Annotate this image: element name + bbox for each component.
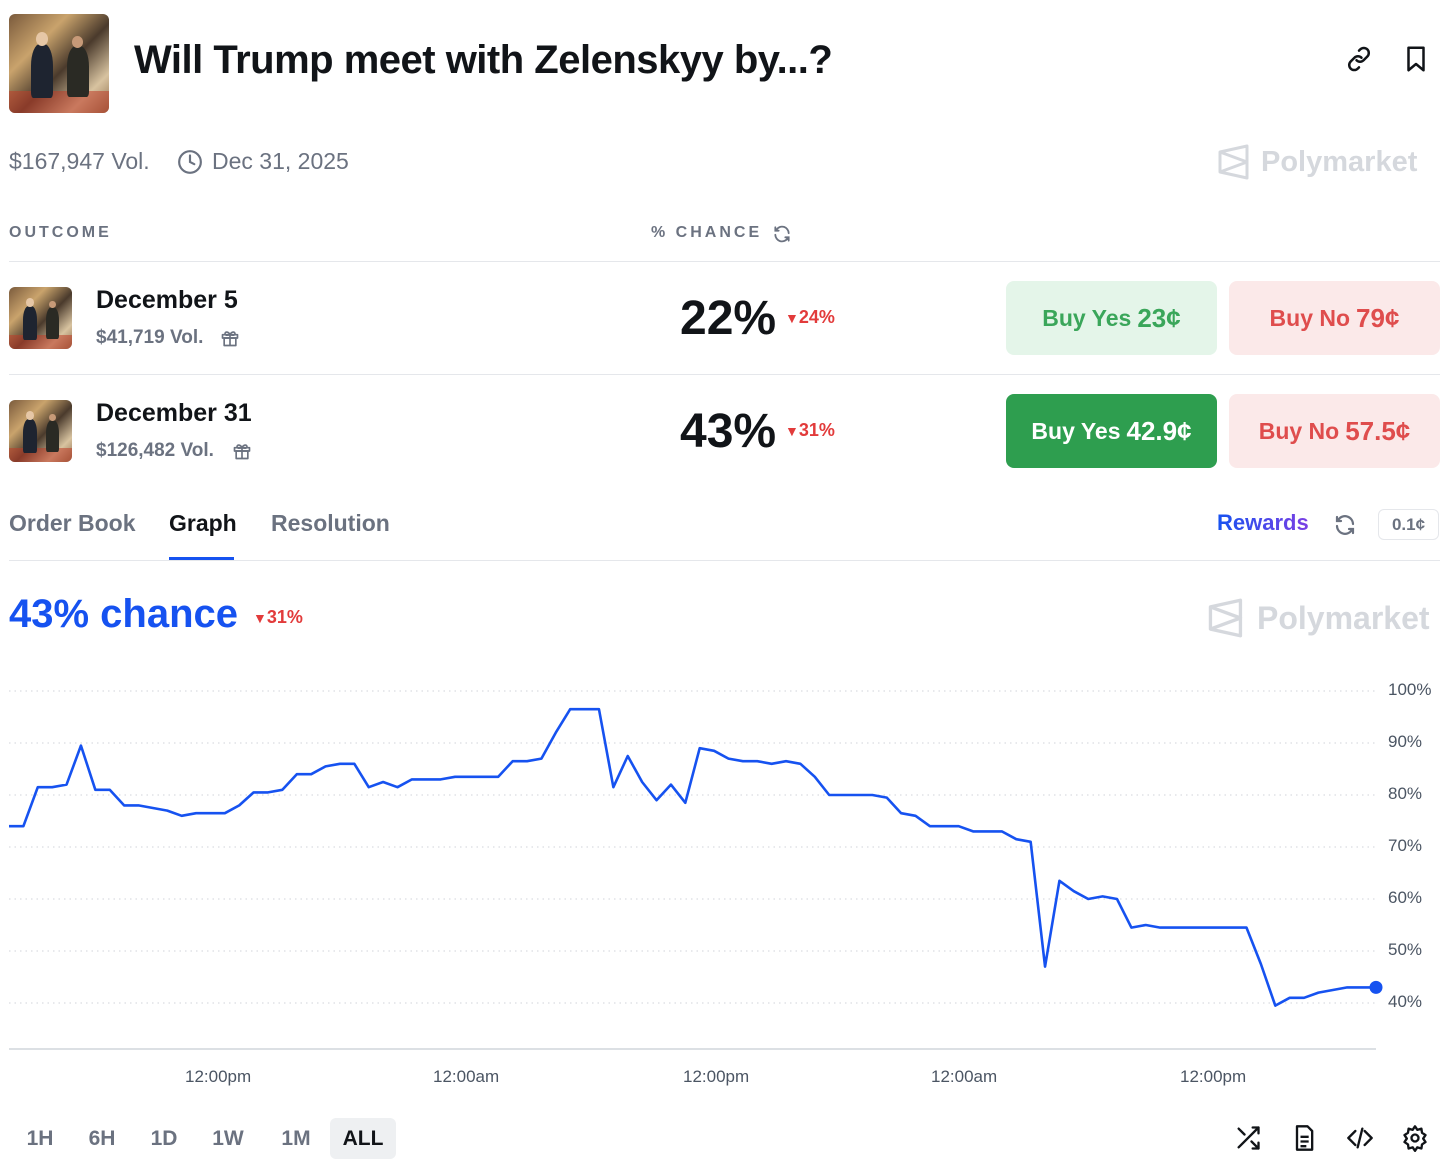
buy-no-label: Buy No [1258, 417, 1340, 444]
settings-icon[interactable] [1401, 1124, 1429, 1152]
series-line [9, 707, 1376, 1007]
market-image [9, 14, 109, 113]
active-tab-indicator [169, 557, 234, 560]
refresh-icon[interactable] [1333, 513, 1357, 537]
down-arrow-icon: ▼ [785, 310, 799, 326]
clock-icon [178, 150, 202, 174]
outcome-volume: $41,719 Vol. [96, 327, 204, 348]
buy-no-button[interactable]: Buy No 79¢ [1229, 281, 1440, 355]
buy-yes-button[interactable]: Buy Yes 42.9¢ [1006, 394, 1217, 468]
buy-no-button[interactable]: Buy No 57.5¢ [1229, 394, 1440, 468]
divider [9, 374, 1440, 375]
outcome-column-header: OUTCOME [9, 224, 112, 241]
polymarket-wordmark: Polymarket [1257, 599, 1430, 636]
chance-delta-value: 31% [798, 420, 835, 440]
market-end-date: Dec 31, 2025 [212, 148, 349, 174]
shuffle-icon[interactable] [1234, 1124, 1262, 1152]
tab-graph[interactable]: Graph [169, 510, 237, 536]
x-tick-label: 12:00pm [1180, 1067, 1247, 1086]
buy-yes-label: Buy Yes [1042, 304, 1132, 331]
graph-chance-delta: ▼31% [253, 607, 303, 628]
tab-resolution[interactable]: Resolution [271, 510, 390, 536]
x-tick-label: 12:00am [433, 1067, 500, 1086]
y-tick-label: 40% [1388, 992, 1423, 1011]
outcome-name[interactable]: December 31 [96, 399, 252, 427]
x-tick-label: 12:00am [931, 1067, 998, 1086]
x-tick-label: 12:00pm [683, 1067, 750, 1086]
range-1d[interactable]: 1D [150, 1126, 178, 1150]
outcome-chance: 43% [680, 405, 777, 458]
link-icon[interactable] [1344, 44, 1374, 74]
graph-chance: 43% chance [9, 592, 239, 636]
outcome-chance: 22% [680, 292, 777, 345]
outcome-image [9, 400, 72, 462]
graph-chance-delta-value: 31% [266, 607, 303, 627]
chance-delta: ▼24% [785, 307, 835, 328]
tabs-divider [9, 560, 1440, 561]
refresh-icon[interactable] [772, 224, 792, 244]
gift-icon [221, 331, 239, 347]
y-tick-label: 100% [1388, 680, 1432, 699]
chance-delta: ▼31% [785, 420, 835, 441]
series-end-point [1369, 980, 1383, 994]
divider [9, 261, 1440, 262]
y-tick-label: 60% [1388, 888, 1423, 907]
buy-yes-label: Buy Yes [1031, 417, 1121, 444]
chance-delta-value: 24% [798, 307, 835, 327]
bookmark-icon[interactable] [1401, 44, 1431, 74]
rewards-link[interactable]: Rewards [1217, 510, 1309, 535]
range-1h[interactable]: 1H [26, 1126, 54, 1150]
x-tick-label: 12:00pm [185, 1067, 252, 1086]
outcome-name[interactable]: December 5 [96, 286, 238, 314]
down-arrow-icon: ▼ [785, 423, 799, 439]
buy-yes-button[interactable]: Buy Yes 23¢ [1006, 281, 1217, 355]
document-icon[interactable] [1290, 1124, 1318, 1152]
buy-no-price: 79¢ [1356, 302, 1400, 333]
tab-order-book[interactable]: Order Book [9, 510, 136, 536]
outcome-image [9, 287, 72, 349]
tick-size-selector[interactable]: 0.1¢ [1378, 509, 1439, 540]
buy-yes-price: 23¢ [1137, 302, 1181, 333]
y-tick-label: 90% [1388, 732, 1423, 751]
buy-yes-price: 42.9¢ [1126, 415, 1192, 446]
y-tick-label: 50% [1388, 940, 1423, 959]
polymarket-logo: Polymarket [1217, 144, 1417, 180]
outcome-volume: $126,482 Vol. [96, 440, 214, 461]
buy-no-price: 57.5¢ [1345, 415, 1411, 446]
range-1w[interactable]: 1W [212, 1126, 244, 1150]
buy-no-label: Buy No [1269, 304, 1351, 331]
gift-icon [233, 444, 251, 460]
down-arrow-icon: ▼ [253, 610, 267, 626]
range-6h[interactable]: 6H [88, 1126, 116, 1150]
polymarket-wordmark: Polymarket [1261, 145, 1418, 178]
polymarket-logo: Polymarket [1207, 598, 1430, 638]
y-tick-label: 70% [1388, 836, 1423, 855]
range-all[interactable]: ALL [330, 1118, 396, 1159]
range-1m[interactable]: 1M [281, 1126, 311, 1150]
y-tick-label: 80% [1388, 784, 1423, 803]
market-title: Will Trump meet with Zelenskyy by...? [134, 38, 833, 82]
chance-column-header: % CHANCE [651, 224, 763, 241]
code-icon[interactable] [1346, 1124, 1374, 1152]
market-volume: $167,947 Vol. [9, 148, 150, 174]
